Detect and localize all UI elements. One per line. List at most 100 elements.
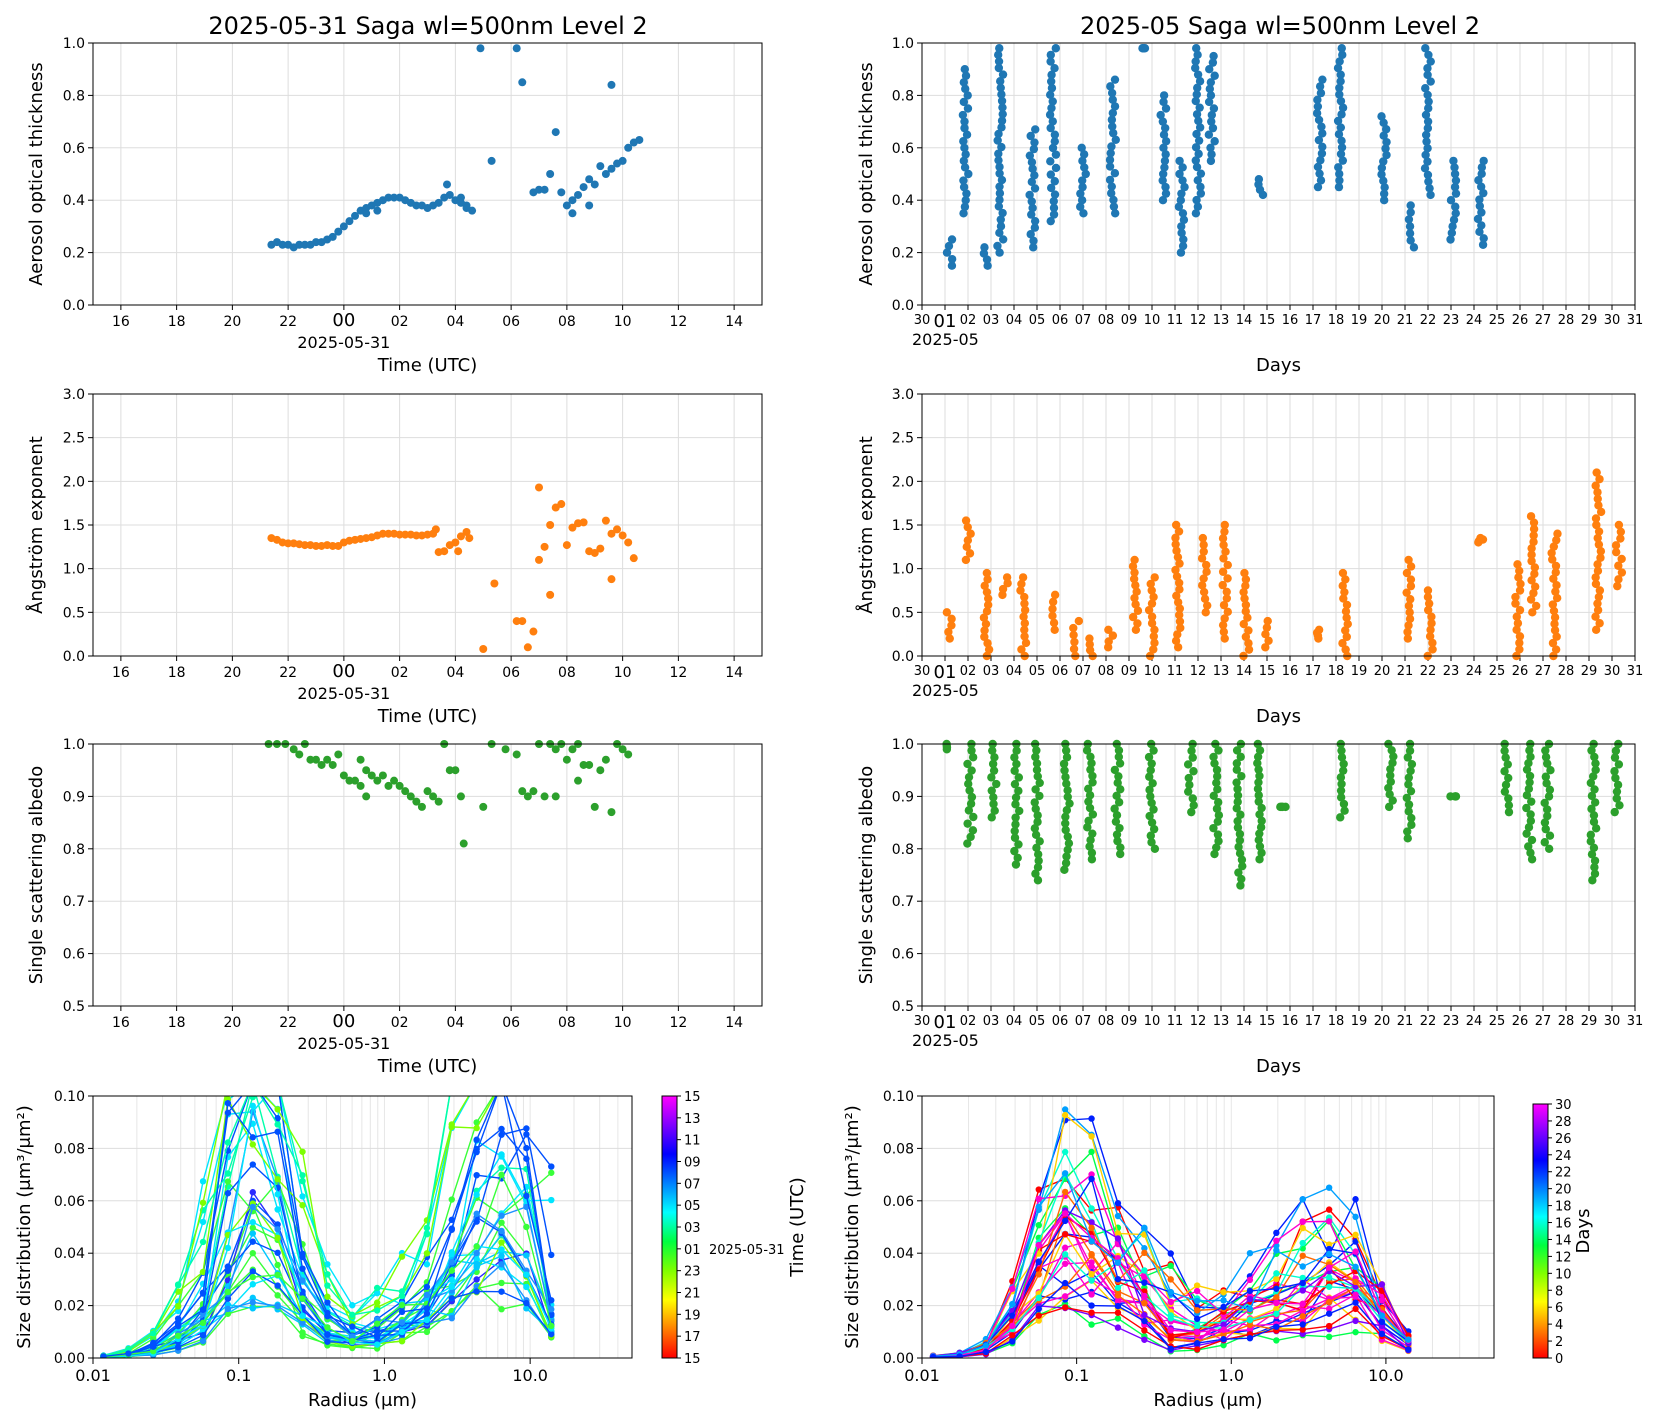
right-ssa-point [1525,746,1534,755]
right-ssa-point [1543,811,1552,821]
right-ssa-point [1031,830,1041,840]
right-ssa-xtick-label: 21 [1397,1014,1414,1029]
right-angstrom-xtick-label: 18 [1328,664,1345,679]
right-ssa-point [1060,766,1069,775]
right-aod-ytick-label: 0.8 [892,88,914,104]
left-size-series-point [498,1171,505,1178]
right-size-series-point [1273,1270,1280,1277]
left-size-series-point [448,1226,455,1233]
left-size-series-point [224,1170,232,1177]
right-angstrom-point [963,522,972,532]
right-ssa-point [1031,752,1040,762]
right-aod-xtick-label: 12 [1190,313,1207,328]
right-aod-point [997,96,1007,106]
left-size-series-point [548,1080,554,1086]
right-angstrom-point [1551,587,1560,596]
right-size-series-point [1009,1285,1016,1292]
right-aod-point [1156,110,1165,120]
left-ssa-point [512,750,521,759]
right-aod-point [997,123,1006,132]
left-size-series-point [423,1316,431,1324]
right-aod-point [1108,108,1118,118]
right-ssa-point [1526,816,1536,826]
right-ssa-point [1257,816,1266,826]
right-aod-point [1107,142,1116,151]
left-angstrom-point [456,532,465,541]
right-ssa-point [1339,759,1348,769]
right-size-series-point [1352,1328,1359,1336]
right-angstrom-point [1549,542,1559,551]
right-aod-point [1314,115,1324,125]
right-angstrom-point [1222,594,1232,603]
left-size-series-point [250,1080,256,1086]
right-aod-point [998,103,1007,112]
right-aod-point [1177,222,1186,231]
right-size-series-point [1141,1249,1148,1257]
right-aod-point [947,261,957,270]
left-size-series-point [498,1125,505,1133]
right-ssa-point [1061,746,1071,755]
left-size-series-point [373,1341,381,1348]
right-ssa-point [1387,746,1396,755]
right-ssa-point [1612,794,1621,803]
right-angstrom-point [1149,645,1158,654]
right-aod-point [1077,143,1086,152]
right-aod-point [1045,90,1055,99]
right-aod-point [1078,156,1087,166]
right-aod-point [1050,137,1059,146]
right-ssa-point [1587,804,1596,814]
cbar-days-tick-label: 4 [1555,1318,1563,1333]
right-angstrom-point [1131,600,1140,609]
right-aod-point [1110,75,1120,84]
left-angstrom-point [629,554,638,563]
right-angstrom-point [1551,561,1561,571]
left-ssa-point [423,787,432,796]
right-aod-xtick-label: 21 [1397,313,1414,328]
right-size-series-point [1167,1250,1174,1257]
right-angstrom-point [1405,614,1415,624]
right-ssa-point [1213,830,1223,839]
left-ssa-point [523,792,532,801]
left-aod-point [568,196,577,205]
right-aod-point [1318,142,1327,152]
right-ssa-point [1388,796,1397,805]
left-ssa-point [417,802,426,811]
right-aod-point [1423,70,1432,80]
left-angstrom-point [512,617,521,626]
right-ssa-point [1085,842,1094,851]
right-angstrom-xtick-label: 01 [934,662,957,683]
left-ssa-point [601,755,610,764]
right-aod-point [1338,50,1347,60]
right-ssa-point [1088,778,1097,787]
left-size-series-point [249,1273,256,1281]
left-size-ytick-label: 0.08 [54,1141,85,1157]
right-aod-point [1194,116,1203,126]
right-ssa-point [1406,786,1416,796]
left-aod-xtick-label: 16 [112,314,130,330]
right-ssa-point [1404,773,1414,782]
right-aod-point [1424,104,1433,113]
right-angstrom-point [1611,547,1621,557]
right-ssa-point [1147,759,1156,768]
right-aod-point [1409,243,1419,252]
left-aod-point [362,209,371,218]
right-ssa-point [1586,837,1595,846]
right-angstrom-point [1552,535,1561,545]
right-ssa-point [1033,811,1042,820]
left-angstrom-ytick-label: 0.0 [63,649,85,665]
right-angstrom-point [981,619,991,629]
right-size-series-point [1193,1323,1201,1330]
right-aod-xtick-label: 16 [1282,313,1299,328]
left-angstrom-point [529,627,538,636]
right-aod-point [1076,189,1085,198]
right-size-series-point [1114,1212,1122,1220]
cbar-days-tick-label: 26 [1555,1132,1572,1147]
left-size-series-point [324,1331,331,1338]
right-aod-xtick-label: 17 [1305,313,1322,328]
right-aod-point [979,249,989,258]
right-ssa-point [1188,794,1197,803]
left-size-series-point [448,1196,455,1203]
right-angstrom-point [1338,581,1347,590]
right-size-series-point [1114,1235,1122,1242]
right-aod-point [1477,221,1486,230]
